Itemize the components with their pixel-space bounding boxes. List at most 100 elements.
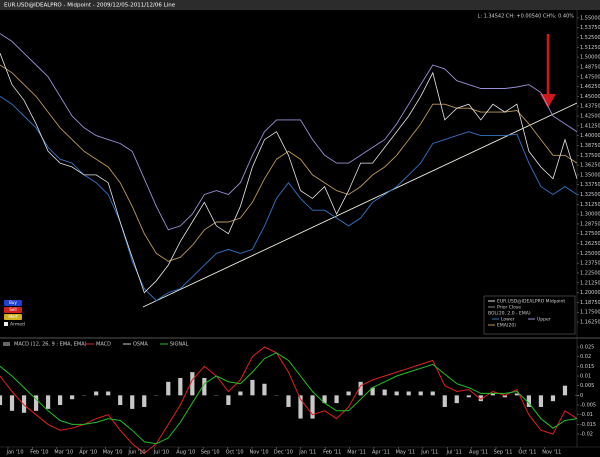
x-tick-label: Jun '10: [127, 450, 145, 456]
order-button[interactable]: Sell: [4, 307, 22, 313]
x-tick-label: Jan '11: [298, 450, 316, 456]
histogram-bar: [298, 395, 303, 419]
histogram-bar: [322, 395, 327, 404]
button-face[interactable]: [4, 307, 22, 313]
x-tick-label: Nov '11: [542, 450, 561, 456]
histogram-bar: [94, 391, 99, 396]
legend-label: EUR.USD@IDEALPRO Midpoint: [497, 299, 565, 305]
x-tick-label: Feb '10: [30, 450, 48, 456]
x-tick-label: Mar '10: [54, 450, 73, 456]
y-tick-label: 1.41250: [580, 123, 600, 129]
histogram-bar: [166, 381, 171, 396]
y-tick-label: 1.51250: [580, 45, 600, 51]
histogram-bar: [33, 395, 39, 411]
legend-label: MACD: [96, 342, 111, 348]
y-tick-label: 1.18750: [580, 300, 600, 306]
histogram-bar: [0, 395, 3, 406]
legend-label: BOL(20, 2.0 - EMA): [488, 311, 531, 317]
histogram-bar: [130, 395, 135, 409]
panel-marker: [3, 342, 10, 346]
histogram-bar: [382, 389, 387, 396]
x-tick-label: Nov '10: [249, 450, 268, 456]
histogram-bar: [70, 395, 75, 400]
panel-title: MACD (12, 26, 9 : EMA, EMA): [14, 342, 87, 348]
y-tick-label: 0.01: [580, 374, 591, 380]
x-tick-label: Dec '10: [274, 450, 293, 456]
histogram-bar: [21, 395, 27, 413]
x-tick-label: Oct '11: [518, 450, 536, 456]
y-tick-label: 1.16250: [580, 320, 600, 326]
x-tick-label: Sep '10: [201, 450, 220, 456]
armed-checkbox[interactable]: [4, 322, 8, 326]
armed-label: Armed: [10, 322, 25, 328]
button-label[interactable]: Buy: [9, 300, 17, 305]
title-bar: [0, 0, 600, 10]
legend-label: Upper: [537, 317, 551, 323]
histogram-bar: [406, 391, 411, 396]
histogram-bar: [478, 395, 483, 402]
y-tick-label: 1.50000: [580, 55, 600, 61]
order-buttons: Buy Sell Alert Armed: [4, 300, 25, 328]
histogram-bar: [58, 395, 63, 406]
x-tick-label: Jan '10: [5, 450, 23, 456]
x-tick-label: Aug '11: [469, 450, 488, 456]
y-tick-label: 1.45000: [580, 94, 600, 100]
x-tick-label: Apr '11: [372, 450, 390, 456]
y-tick-label: 1.33750: [580, 182, 600, 188]
button-face[interactable]: [4, 300, 22, 306]
histogram-bar: [190, 372, 195, 396]
x-tick-label: Apr '10: [79, 450, 97, 456]
y-tick-label: 1.53750: [580, 25, 600, 31]
legend-label: SIGNAL: [170, 342, 189, 348]
y-tick-label: 1.47500: [580, 74, 600, 80]
series-line: [0, 64, 578, 262]
histogram-bar: [358, 381, 363, 396]
x-tick-label: Sep '11: [494, 450, 513, 456]
histogram-bar: [562, 385, 568, 396]
y-tick-label: 0.02: [580, 354, 591, 360]
y-tick-label: 1.25000: [580, 251, 600, 257]
histogram-bar: [250, 379, 255, 396]
histogram-bar: [502, 395, 507, 398]
y-tick-label: 0.005: [580, 383, 594, 389]
y-tick-label: 1.21250: [580, 280, 600, 286]
arrow-head: [540, 94, 556, 108]
histogram-bar: [286, 395, 291, 407]
y-tick-label: -0.015: [580, 422, 596, 428]
histogram-bar: [142, 395, 147, 407]
y-tick-label: 1.38750: [580, 143, 600, 149]
histogram-bar: [454, 395, 459, 404]
y-tick-label: 1.42500: [580, 114, 600, 120]
y-tick-label: 1.26250: [580, 241, 600, 247]
y-tick-label: 1.22500: [580, 270, 600, 276]
histogram-bar: [226, 395, 231, 406]
histogram-bar: [334, 395, 339, 404]
button-label[interactable]: Sell: [9, 307, 16, 312]
y-tick-label: 1.30000: [580, 212, 600, 218]
button-label[interactable]: Alert: [8, 314, 18, 319]
y-tick-label: 1.52500: [580, 35, 600, 41]
histogram-bar: [430, 391, 435, 396]
button-face[interactable]: [4, 314, 22, 320]
y-tick-label: -0.005: [580, 403, 596, 409]
y-tick-label: 1.48750: [580, 64, 600, 70]
histogram-bar: [370, 387, 375, 396]
x-tick-label: Jul '11: [446, 450, 462, 456]
y-tick-label: 1.17500: [580, 310, 600, 316]
y-tick-label: -0.02: [580, 432, 593, 438]
histogram-bar: [490, 393, 495, 396]
order-button[interactable]: Alert: [4, 314, 22, 320]
series-line: [0, 346, 578, 455]
y-tick-label: 1.46250: [580, 84, 600, 90]
y-tick-label: 1.28750: [580, 221, 600, 227]
histogram-bar: [45, 395, 51, 409]
y-tick-label: 1.20000: [580, 290, 600, 296]
x-tick-label: Mar '11: [347, 450, 366, 456]
histogram-bar: [238, 391, 243, 396]
series-line: [0, 352, 578, 445]
order-button[interactable]: Buy: [4, 300, 22, 306]
histogram-bar: [178, 377, 183, 396]
x-tick-label: Feb '11: [323, 450, 341, 456]
